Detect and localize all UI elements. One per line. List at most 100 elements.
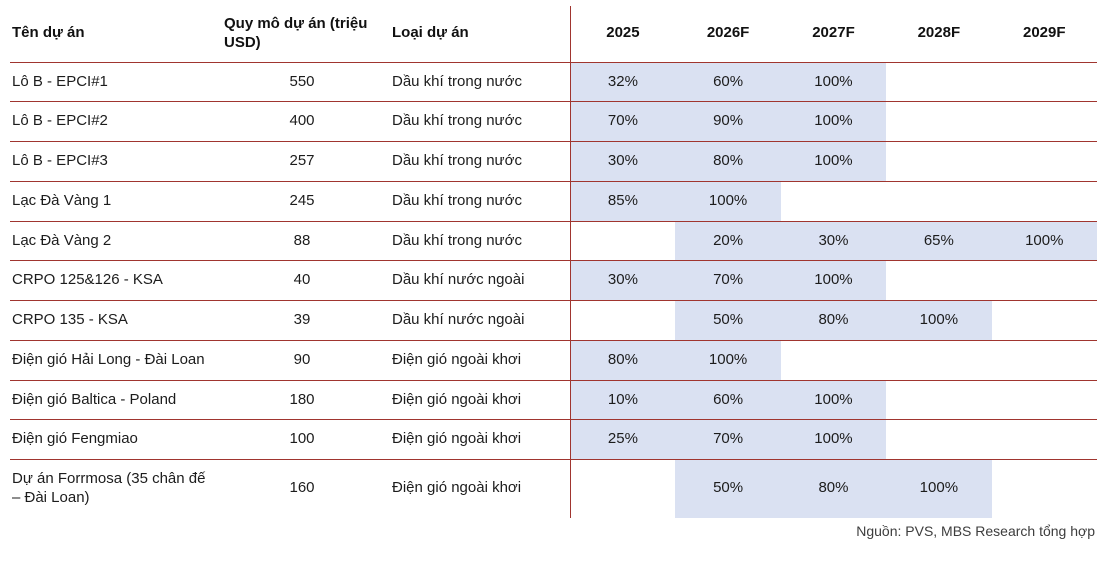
project-name-cell: Lô B - EPCI#2	[10, 101, 218, 142]
year-progress-cell	[991, 419, 1097, 460]
year-progress-cell: 100%	[780, 380, 887, 421]
project-type-cell: Dầu khí trong nước	[386, 62, 570, 103]
year-progress-cell: 100%	[780, 62, 887, 103]
year-progress-cell: 30%	[569, 260, 676, 301]
table-row: Điện gió Fengmiao 100 Điện gió ngoài khơi 2…	[10, 419, 1097, 460]
year-progress-cell: 100%	[991, 221, 1097, 262]
project-name-cell: Lô B - EPCI#1	[10, 62, 218, 103]
year-progress-cell: 32%	[569, 62, 676, 103]
year-progress-cell	[991, 300, 1097, 341]
year-progress-cell: 20%	[675, 221, 781, 262]
year-progress-cell: 10%	[569, 380, 676, 421]
column-header-2027f: 2027F	[780, 6, 887, 63]
year-progress-cell: 70%	[675, 260, 781, 301]
project-name-cell: Dự án Forrmosa (35 chân đế – Đài Loan)	[12, 470, 206, 506]
project-type-cell: Dầu khí trong nước	[386, 181, 570, 222]
project-size-cell: 90	[218, 340, 386, 381]
table-row: Lạc Đà Vàng 2 88 Dầu khí trong nước 20% 30% 6…	[10, 221, 1097, 262]
year-progress-cell: 30%	[569, 141, 676, 182]
year-progress-cell	[991, 141, 1097, 182]
project-name-cell: Điện gió Baltica - Poland	[10, 380, 218, 421]
year-progress-cell	[569, 300, 676, 341]
project-type-cell: Dầu khí trong nước	[386, 221, 570, 262]
project-type-cell: Dầu khí trong nước	[386, 101, 570, 142]
year-progress-cell: 80%	[569, 340, 676, 381]
project-name-cell: Lạc Đà Vàng 2	[10, 221, 218, 262]
year-progress-cell: 70%	[569, 101, 676, 142]
year-progress-cell	[991, 62, 1097, 103]
project-size-cell: 88	[218, 221, 386, 262]
year-progress-cell	[886, 419, 992, 460]
year-progress-cell	[569, 221, 676, 262]
table-header-row: Tên dự án Quy mô dự án (triệu USD) Loại …	[10, 6, 1097, 63]
year-progress-cell: 80%	[675, 141, 781, 182]
column-header-2029f: 2029F	[991, 6, 1097, 63]
project-size-cell: 39	[218, 300, 386, 341]
year-progress-cell	[886, 181, 992, 222]
year-progress-cell: 100%	[780, 101, 887, 142]
project-type-cell: Dầu khí nước ngoài	[386, 300, 570, 341]
column-header-project-type: Loại dự án	[386, 6, 570, 63]
year-progress-cell	[991, 340, 1097, 381]
table-row: Lô B - EPCI#1 550 Dầu khí trong nước 32% 60%…	[10, 62, 1097, 103]
project-size-cell: 257	[218, 141, 386, 182]
project-name-cell: CRPO 125&126 - KSA	[10, 260, 218, 301]
project-type-cell: Điện gió ngoài khơi	[386, 380, 570, 421]
table-row: Điện gió Hải Long - Đài Loan 90 Điện gió n…	[10, 340, 1097, 381]
year-progress-cell: 70%	[675, 419, 781, 460]
project-size-cell: 400	[218, 101, 386, 142]
project-type-cell: Điện gió ngoài khơi	[386, 419, 570, 460]
year-progress-cell	[886, 141, 992, 182]
year-progress-cell: 25%	[569, 419, 676, 460]
project-size-cell: 40	[218, 260, 386, 301]
column-header-project-name: Tên dự án	[10, 6, 218, 63]
table-row: Lô B - EPCI#3 257 Dầu khí trong nước 30% 80%…	[10, 141, 1097, 182]
project-name-cell: Điện gió Fengmiao	[10, 419, 218, 460]
year-progress-cell	[991, 101, 1097, 142]
table-row: Lạc Đà Vàng 1 245 Dầu khí trong nước 85% 100…	[10, 181, 1097, 222]
project-schedule-table: Tên dự án Quy mô dự án (triệu USD) Loại …	[10, 6, 1097, 518]
project-type-cell: Dầu khí trong nước	[386, 141, 570, 182]
year-progress-cell: 100%	[886, 300, 992, 341]
year-progress-cell	[991, 380, 1097, 421]
year-progress-cell: 90%	[675, 101, 781, 142]
year-progress-cell: 50%	[675, 459, 781, 518]
project-type-cell: Điện gió ngoài khơi	[392, 479, 522, 497]
year-progress-cell: 80%	[780, 300, 887, 341]
year-progress-cell: 100%	[780, 141, 887, 182]
column-header-2028f: 2028F	[886, 6, 992, 63]
year-progress-cell: 60%	[675, 62, 781, 103]
project-type-cell: Dầu khí nước ngoài	[386, 260, 570, 301]
project-size-cell: 180	[218, 380, 386, 421]
year-progress-cell	[886, 260, 992, 301]
column-header-2025: 2025	[569, 6, 676, 63]
table-row: Điện gió Baltica - Poland 180 Điện gió ngo…	[10, 380, 1097, 421]
project-name-cell: Lạc Đà Vàng 1	[10, 181, 218, 222]
year-progress-cell: 65%	[886, 221, 992, 262]
year-progress-cell: 80%	[780, 459, 887, 518]
year-progress-cell	[886, 101, 992, 142]
project-size-cell: 100	[218, 419, 386, 460]
year-progress-cell	[991, 181, 1097, 222]
table-row: Lô B - EPCI#2 400 Dầu khí trong nước 70% 90%…	[10, 101, 1097, 142]
project-size-cell: 160	[289, 479, 315, 497]
project-type-cell: Điện gió ngoài khơi	[386, 340, 570, 381]
project-name-cell: Điện gió Hải Long - Đài Loan	[10, 340, 218, 381]
year-progress-cell: 85%	[569, 181, 676, 222]
project-name-cell: CRPO 135 - KSA	[10, 300, 218, 341]
year-progress-cell: 100%	[675, 181, 781, 222]
year-progress-cell: 30%	[780, 221, 887, 262]
year-progress-cell	[886, 380, 992, 421]
year-progress-cell: 100%	[886, 459, 992, 518]
year-progress-cell: 100%	[780, 419, 887, 460]
year-progress-cell	[886, 62, 992, 103]
column-header-2026f: 2026F	[675, 6, 781, 63]
table-row: Dự án Forrmosa (35 chân đế – Đài Loan) 16…	[10, 459, 1097, 518]
year-progress-cell: 100%	[780, 260, 887, 301]
project-size-cell: 550	[218, 62, 386, 103]
project-size-cell: 245	[218, 181, 386, 222]
column-header-project-size: Quy mô dự án (triệu USD)	[218, 6, 386, 63]
year-progress-cell	[991, 260, 1097, 301]
year-progress-cell	[569, 459, 676, 518]
year-progress-cell	[992, 460, 1097, 518]
